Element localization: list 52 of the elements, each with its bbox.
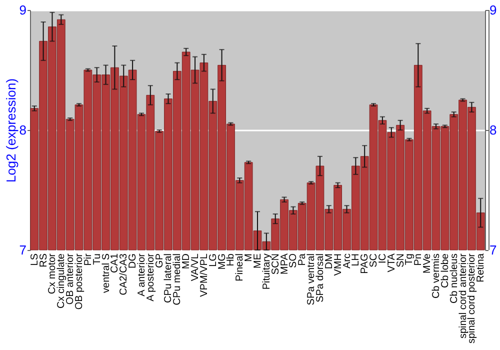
x-tick-label: DM — [324, 254, 335, 270]
x-tick-label: Tu — [92, 254, 103, 265]
x-tick-label: RS — [38, 253, 50, 268]
x-tick-label: OB anterior — [65, 252, 76, 305]
x-tick-label: VPM/VPL — [198, 253, 210, 297]
x-tick-label: VMH — [332, 254, 344, 276]
x-tick-label: Pir — [82, 252, 94, 266]
y-tick-label: 7 — [19, 242, 26, 258]
x-tick-label: CPu medial — [172, 254, 184, 306]
x-tick-label: OB posterior — [74, 252, 85, 310]
x-tick-label: Pn — [413, 254, 424, 266]
y-tick-label: 9 — [19, 2, 26, 18]
x-tick-label: MPA — [279, 253, 290, 274]
x-tick-label: M — [244, 254, 255, 262]
x-tick-label: LH — [350, 254, 362, 266]
x-tick-label: A anterior — [136, 252, 148, 296]
y-tick-label: 8 — [19, 122, 26, 138]
x-tick-label: CA2/CA3 — [118, 253, 130, 296]
x-tick-label: GP — [154, 253, 166, 268]
x-tick-label: SC — [368, 254, 380, 268]
x-tick-label: spinal cord posterior — [466, 252, 478, 344]
x-tick-label: LS — [29, 253, 40, 266]
x-tick-label: ventral S — [100, 253, 112, 293]
x-tick-label: SPa dorsal — [314, 254, 326, 302]
x-tick-label: PAG — [360, 253, 371, 274]
x-tick-label: spinal cord anterior — [458, 252, 469, 339]
x-tick-label: Pituitary — [261, 254, 272, 290]
x-tick-label: VTA — [386, 253, 398, 272]
x-tick-label: MVe — [422, 253, 434, 274]
x-tick-label: A posterior — [145, 252, 156, 302]
x-tick-label: SO — [288, 253, 300, 268]
x-tick-label: Cb nucleus — [448, 254, 460, 304]
y-axis-title: Log2 (expression) — [3, 78, 18, 183]
y2-tick-label: 9 — [490, 2, 497, 18]
x-tick-label: Cb lobe — [440, 253, 451, 288]
x-tick-label: LG — [208, 253, 219, 267]
x-tick-label: Tg — [404, 254, 416, 266]
x-tick-label: Hb — [226, 253, 237, 266]
x-tick-label: ME — [252, 253, 264, 268]
x-tick-label: SN — [395, 254, 406, 268]
x-tick-label: Cb vermis — [431, 254, 442, 299]
x-tick-label: Retina — [476, 253, 487, 282]
x-tick-label: CA1 — [110, 253, 121, 273]
x-tick-label: IC — [377, 254, 388, 264]
x-tick-label: Arc — [342, 254, 353, 268]
x-tick-label: SCN — [270, 254, 282, 275]
x-tick-label: Pa — [297, 253, 308, 266]
y2-tick-label: 7 — [490, 242, 497, 258]
x-tick-label: Pineal — [234, 254, 246, 282]
x-tick-label: DG — [128, 253, 139, 268]
y2-tick-label: 8 — [490, 122, 497, 138]
x-tick-label: Cx cingulate — [56, 253, 68, 309]
